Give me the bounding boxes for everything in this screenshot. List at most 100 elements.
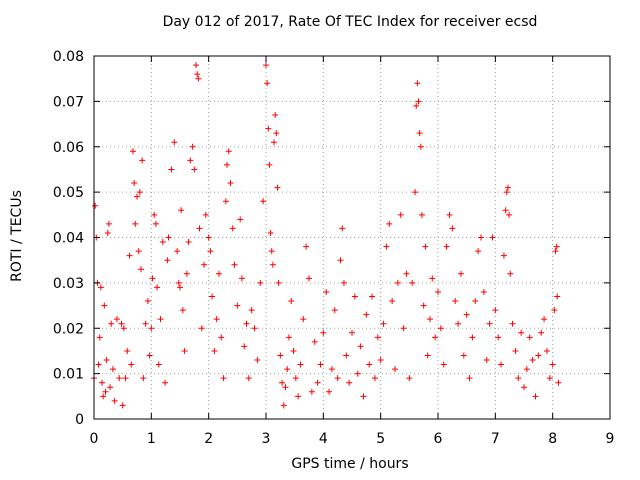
data-point (136, 189, 143, 196)
data-point (264, 80, 271, 87)
data-point (314, 379, 321, 386)
data-point (165, 234, 172, 241)
data-point (237, 216, 244, 223)
data-point (177, 284, 183, 291)
data-point (292, 375, 299, 382)
data-point (303, 243, 310, 250)
data-point (183, 270, 190, 277)
data-point (317, 361, 324, 368)
data-point (101, 302, 108, 309)
data-point (472, 298, 479, 305)
data-point (300, 316, 307, 323)
axis-ticks (93, 55, 611, 420)
data-point (492, 307, 499, 314)
x-tick-label: 6 (434, 431, 443, 447)
data-point (351, 293, 358, 300)
data-point (509, 320, 516, 327)
data-point (340, 279, 347, 286)
data-point (406, 375, 413, 382)
data-point (457, 270, 464, 277)
data-point (452, 298, 459, 305)
data-point (475, 248, 482, 255)
data-point (498, 361, 505, 368)
data-point (273, 130, 280, 137)
data-point (323, 288, 330, 295)
data-point (194, 71, 201, 78)
data-point (285, 334, 292, 341)
data-point (443, 243, 450, 250)
data-point (196, 225, 203, 232)
data-point (198, 325, 205, 332)
data-point (394, 279, 401, 286)
data-point (171, 139, 178, 146)
data-point (334, 375, 341, 382)
data-point (229, 225, 236, 232)
data-point (209, 293, 216, 300)
data-point (397, 211, 404, 218)
data-point (290, 347, 297, 354)
data-point (119, 402, 126, 409)
data-point (185, 239, 192, 246)
data-point (157, 316, 164, 323)
data-point (284, 366, 291, 373)
data-point (220, 375, 227, 382)
data-point (526, 334, 533, 341)
data-point (207, 248, 214, 255)
x-tick-label: 4 (319, 431, 328, 447)
data-point (435, 288, 441, 295)
y-tick-label: 0 (75, 412, 84, 428)
data-point (403, 270, 410, 277)
data-point (134, 193, 140, 200)
data-point (489, 234, 496, 241)
data-point (265, 125, 272, 132)
data-point (554, 293, 561, 300)
data-point (175, 279, 182, 286)
data-point (469, 334, 476, 341)
x-tick-label: 0 (90, 431, 99, 447)
data-point (227, 180, 234, 187)
data-point (238, 275, 245, 282)
data-point (92, 202, 99, 209)
data-point (495, 334, 502, 341)
data-point (104, 229, 111, 236)
data-point (224, 161, 231, 168)
x-tick-label: 7 (491, 431, 500, 447)
data-point (339, 225, 346, 232)
data-point (234, 302, 241, 309)
data-point (500, 252, 507, 259)
data-point (349, 329, 355, 336)
data-point (460, 352, 467, 359)
data-point (243, 320, 250, 327)
data-point (218, 334, 225, 341)
data-point (409, 279, 416, 286)
data-point (103, 357, 110, 364)
data-point (142, 320, 149, 327)
x-tick-label: 3 (262, 431, 271, 447)
data-point (241, 343, 248, 350)
data-point (215, 270, 222, 277)
data-point (178, 207, 185, 214)
data-point (331, 307, 338, 314)
data-point (263, 62, 269, 69)
data-point (102, 388, 109, 395)
data-point (118, 320, 125, 327)
data-point (446, 211, 453, 218)
data-point (195, 75, 202, 82)
data-point (100, 393, 107, 400)
data-point (420, 302, 427, 309)
data-point (159, 239, 166, 246)
data-point (248, 307, 255, 314)
data-point (306, 275, 312, 282)
data-point (389, 298, 396, 305)
data-point (480, 288, 487, 295)
data-point (415, 98, 422, 105)
data-point (512, 347, 519, 354)
data-point (211, 347, 218, 354)
data-point (440, 361, 447, 368)
data-point (386, 220, 393, 227)
data-point (164, 257, 171, 264)
x-tick-label: 2 (204, 431, 213, 447)
data-point (113, 316, 120, 323)
data-point (346, 379, 353, 386)
